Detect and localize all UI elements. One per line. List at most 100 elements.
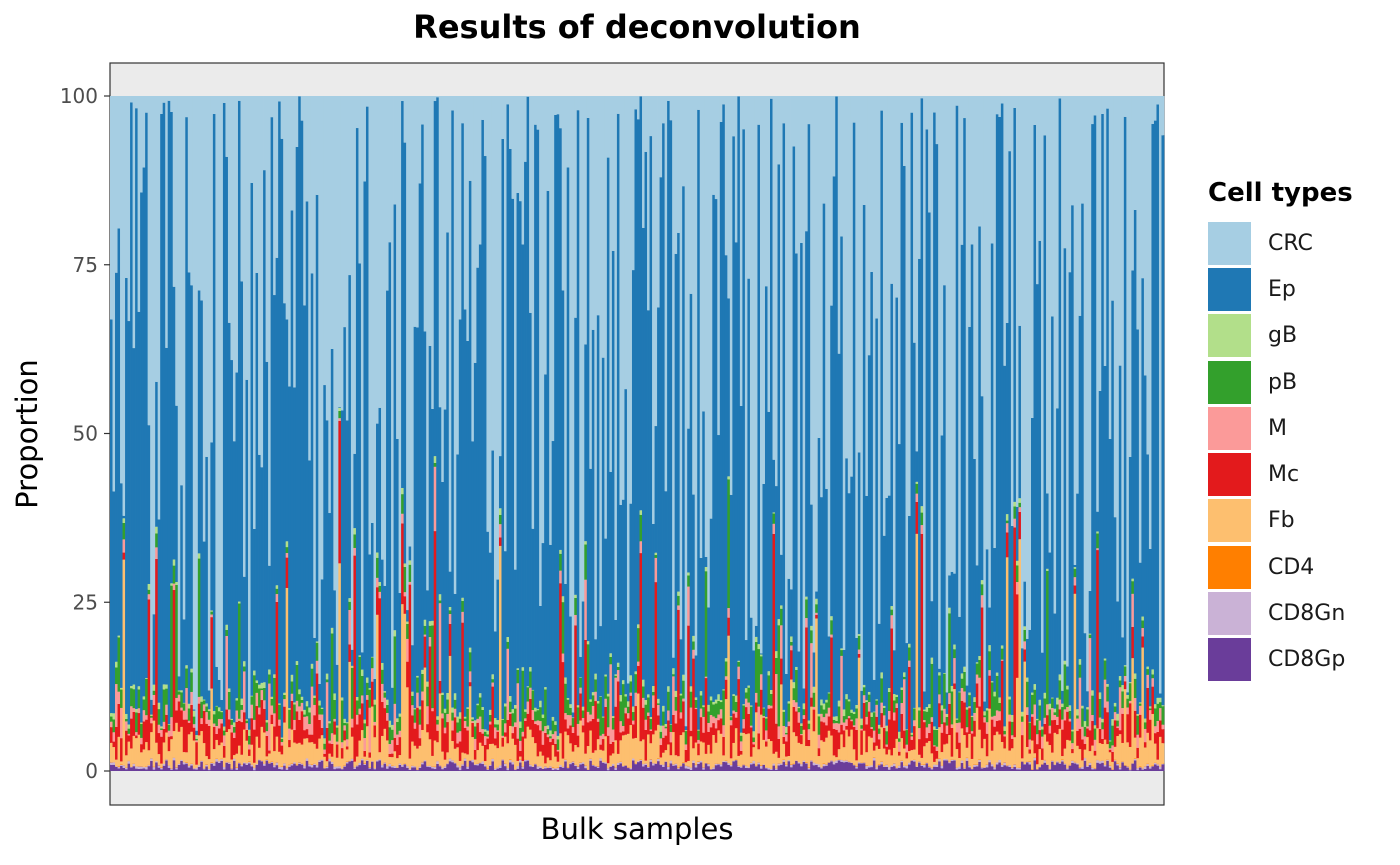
bar-segment-cd8gp (672, 765, 675, 771)
bar-segment-pb (185, 668, 189, 689)
bar-segment-fb (644, 760, 648, 764)
bar-segment-cd8gn (200, 760, 204, 762)
bar-segment-ep (1083, 633, 1087, 722)
bar-segment-mc (295, 711, 299, 744)
bar-segment-fb (591, 752, 595, 765)
bar-segment-fb (707, 744, 711, 764)
bar-segment-cd8gn (903, 765, 906, 768)
bar-segment-ep (1041, 652, 1044, 727)
bar-segment-fb (566, 735, 570, 768)
bar-segment-mc (343, 730, 347, 741)
bar-segment-mc (1123, 681, 1127, 690)
bar-segment-m (135, 732, 138, 736)
bar-segment-crc (541, 96, 545, 544)
bar-segment-pb (852, 713, 856, 726)
bar-segment-fb (1061, 756, 1064, 760)
bar-segment-crc (1123, 96, 1127, 117)
bar-segment-gb (647, 694, 650, 698)
bar-segment-m (544, 726, 548, 733)
bar-segment-m (589, 714, 593, 722)
bar-segment-gb (953, 644, 957, 650)
bar-segment-ep (810, 504, 814, 626)
bar-segment-m (990, 716, 994, 720)
bar-segment-gb (478, 693, 482, 698)
bar-segment-pb (343, 722, 347, 726)
bar-segment-crc (812, 96, 816, 653)
bar-segment-fb (1043, 734, 1047, 760)
bar-segment-cd8gp (581, 763, 585, 771)
bar-segment-cd8gp (950, 760, 954, 771)
bar-segment-mc (649, 730, 653, 744)
bar-segment-crc (913, 96, 916, 343)
bar-segment-cd8gn (313, 763, 317, 765)
bar-segment-ep (581, 601, 585, 707)
bar-segment-m (687, 586, 691, 626)
y-tick-label: 50 (73, 422, 98, 446)
bar-segment-mc (614, 706, 618, 741)
bar-segment-cd4 (965, 757, 969, 759)
bar-segment-ep (832, 176, 836, 717)
bar-segment-gb (950, 685, 954, 692)
bar-segment-gb (235, 698, 239, 701)
bar-segment-cd8gp (1101, 762, 1105, 771)
bar-segment-cd8gn (308, 764, 312, 767)
bar-segment-ep (722, 104, 726, 690)
bar-segment-mc (556, 751, 560, 762)
bar-segment-cd8gn (488, 765, 492, 766)
bar-segment-fb (529, 729, 532, 765)
bar-segment-ep (1106, 108, 1110, 685)
bar-segment-fb (1010, 748, 1014, 768)
bar-segment-cd8gn (840, 759, 844, 762)
bar-segment-crc (1068, 96, 1072, 273)
bar-segment-cd8gp (872, 760, 876, 771)
bar-segment-cd8gn (448, 758, 452, 762)
bar-segment-fb (1056, 734, 1059, 761)
bar-segment-crc (483, 96, 487, 157)
bar-segment-fb (621, 735, 625, 766)
bar-segment-m (953, 658, 957, 684)
bar-segment-gb (621, 680, 625, 685)
bar-segment-mc (1161, 729, 1165, 744)
bar-segment-ep (820, 497, 824, 700)
bar-segment-gb (1046, 568, 1049, 571)
bar-segment-pb (1106, 686, 1110, 702)
bar-segment-crc (677, 96, 681, 233)
bar-segment-fb (820, 740, 824, 767)
bar-segment-cd8gn (253, 767, 256, 771)
bar-segment-m (350, 718, 354, 728)
bar-segment-gb (275, 585, 279, 589)
bar-segment-fb (782, 743, 786, 760)
bar-segment-cd8gp (376, 761, 379, 771)
bar-segment-ep (566, 167, 570, 699)
bar-segment-mc (1041, 748, 1044, 760)
bar-segment-fb (240, 754, 244, 765)
bar-segment-fb (180, 726, 184, 760)
bar-segment-cd8gn (968, 765, 972, 768)
bar-segment-fb (230, 759, 234, 769)
bar-segment-pb (727, 479, 731, 609)
bar-segment-mc (511, 733, 515, 739)
bar-segment-cd8gp (724, 762, 728, 771)
bar-segment-fb (757, 749, 761, 763)
bar-segment-pb (707, 711, 711, 723)
bar-segment-crc (1043, 96, 1047, 136)
bar-segment-cd4 (649, 758, 653, 760)
bar-segment-ep (122, 515, 126, 519)
bar-segment-m (1033, 704, 1037, 726)
bar-segment-m (265, 731, 269, 736)
bar-segment-cd8gn (529, 764, 532, 767)
bar-segment-cd8gp (782, 761, 786, 771)
bar-segment-ep (780, 554, 783, 606)
bar-segment-gb (865, 700, 869, 702)
bar-segment-crc (175, 96, 179, 406)
bar-segment-cd8gp (388, 766, 392, 771)
bar-segment-pb (441, 694, 445, 714)
bar-segment-m (810, 643, 814, 698)
bar-segment-crc (318, 96, 322, 684)
bar-segment-ep (649, 136, 653, 718)
bar-segment-ep (802, 688, 806, 704)
bar-segment-crc (182, 96, 186, 620)
bar-segment-ep (383, 585, 387, 692)
bar-segment-cd8gp (865, 768, 869, 771)
bar-segment-mc (120, 738, 123, 762)
